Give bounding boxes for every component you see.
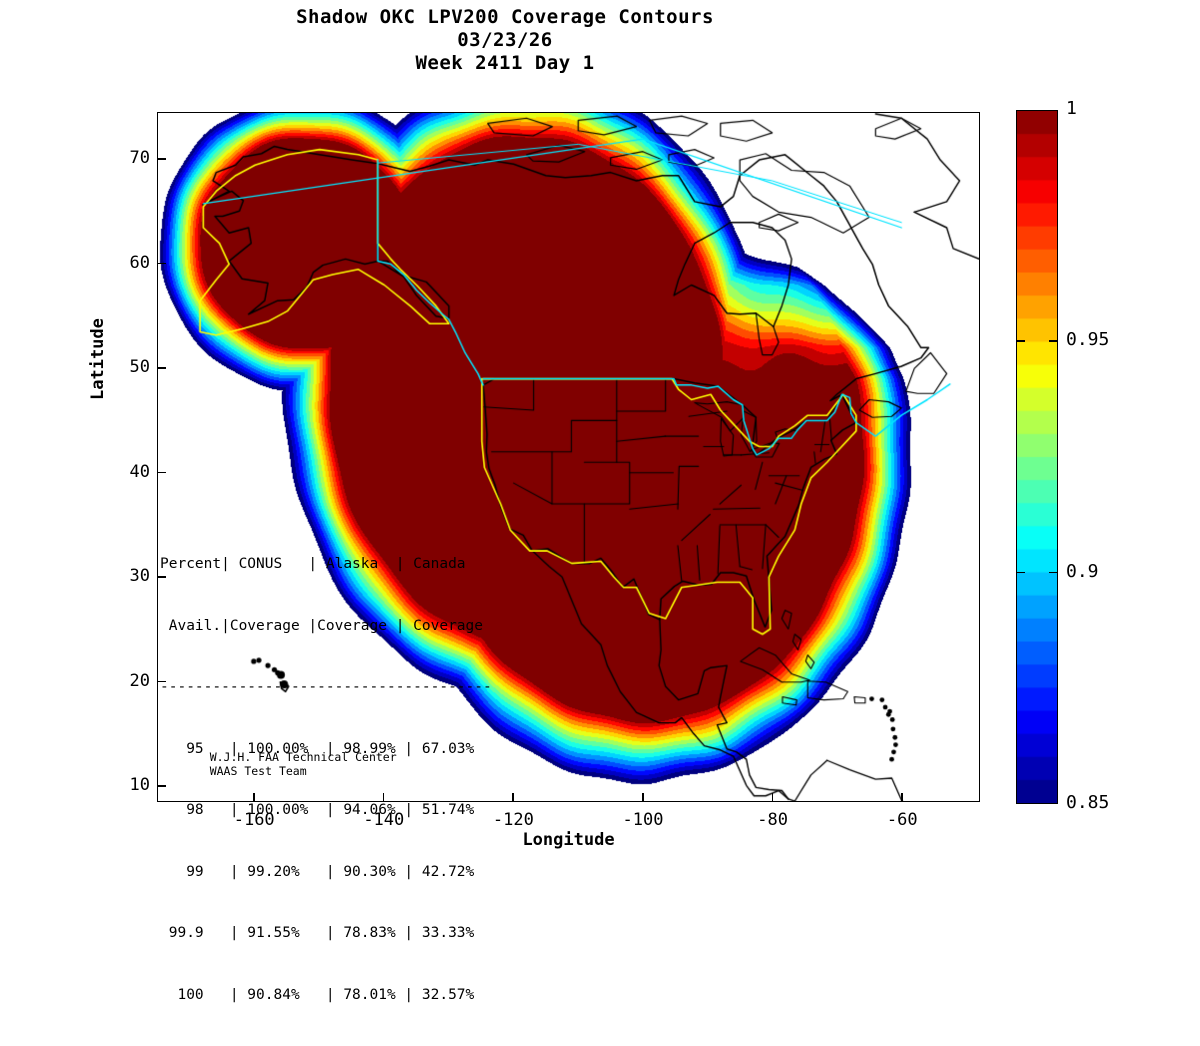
- credit-line-1: W.J.H. FAA Technical Center: [209, 750, 397, 764]
- y-tick-label: 40: [129, 461, 150, 482]
- x-tick-label: -60: [886, 810, 918, 830]
- x-tick-label: -120: [492, 810, 534, 830]
- colorbar-tick-label: 0.9: [1066, 560, 1099, 582]
- table-row: 98 | 100.00% | 94.06% | 51.74%: [160, 802, 475, 818]
- x-axis-label: Longitude: [522, 830, 615, 850]
- colorbar-tick-label: 1: [1066, 98, 1077, 119]
- map-plot-area: [157, 112, 980, 802]
- table-row: 100 | 90.84% | 78.01% | 32.57%: [160, 986, 475, 1003]
- stats-header-2: Avail.|Coverage |Coverage | Coverage: [160, 617, 484, 634]
- colorbar-tick-mark: [1049, 571, 1058, 574]
- x-tick-mark: [382, 793, 385, 802]
- x-tick-label: -140: [363, 810, 405, 830]
- y-tick-mark: [157, 680, 166, 683]
- y-tick-label: 60: [129, 252, 150, 273]
- y-tick-mark: [157, 471, 166, 474]
- figure-canvas: Shadow OKC LPV200 Coverage Contours 03/2…: [0, 6, 1110, 1003]
- credit-text: W.J.H. FAA Technical Center WAAS Test Te…: [182, 736, 397, 792]
- table-row: 95 | 100.00% | 98.99% | 67.03%: [160, 740, 475, 757]
- y-tick-label: 20: [129, 670, 150, 691]
- y-tick-mark: [157, 367, 166, 369]
- x-tick-label: -100: [622, 810, 664, 830]
- x-tick-mark: [512, 793, 514, 802]
- y-tick-label: 30: [129, 566, 150, 587]
- x-tick-mark: [771, 793, 774, 802]
- x-tick-mark: [642, 793, 644, 802]
- x-tick-mark: [901, 793, 903, 802]
- x-tick-label: -160: [233, 810, 275, 830]
- y-tick-label: 50: [129, 357, 150, 378]
- colorbar-tick-label: 0.85: [1066, 792, 1110, 813]
- stats-separator: --------------------------------------: [160, 679, 492, 695]
- coverage-contour-map: [158, 113, 979, 801]
- y-tick-mark: [157, 262, 166, 265]
- colorbar-tick-mark: [1049, 340, 1058, 342]
- colorbar-tick-label: 0.95: [1066, 329, 1110, 351]
- y-tick-mark: [157, 785, 166, 787]
- x-tick-label: -80: [757, 810, 788, 830]
- y-tick-label: 10: [129, 775, 150, 796]
- colorbar: [1016, 110, 1058, 804]
- y-tick-mark: [157, 576, 166, 578]
- colorbar-tick-mark: [1016, 571, 1025, 574]
- stats-header-1: Percent| CONUS | Alaska | Canada: [160, 556, 466, 572]
- title-line-2: 03/23/26: [457, 29, 553, 51]
- table-row: 99.9 | 91.55% | 78.83% | 33.33%: [160, 925, 475, 941]
- title-line-1: Shadow OKC LPV200 Coverage Contours: [296, 6, 714, 28]
- y-tick-mark: [157, 158, 166, 160]
- colorbar-tick-mark: [1016, 340, 1025, 342]
- credit-line-2: WAAS Test Team: [209, 764, 307, 778]
- y-tick-label: 70: [129, 148, 150, 169]
- table-row: 99 | 99.20% | 90.30% | 42.72%: [160, 863, 475, 880]
- title-line-3: Week 2411 Day 1: [415, 52, 595, 74]
- x-tick-mark: [253, 793, 255, 802]
- chart-title: Shadow OKC LPV200 Coverage Contours 03/2…: [0, 6, 1010, 75]
